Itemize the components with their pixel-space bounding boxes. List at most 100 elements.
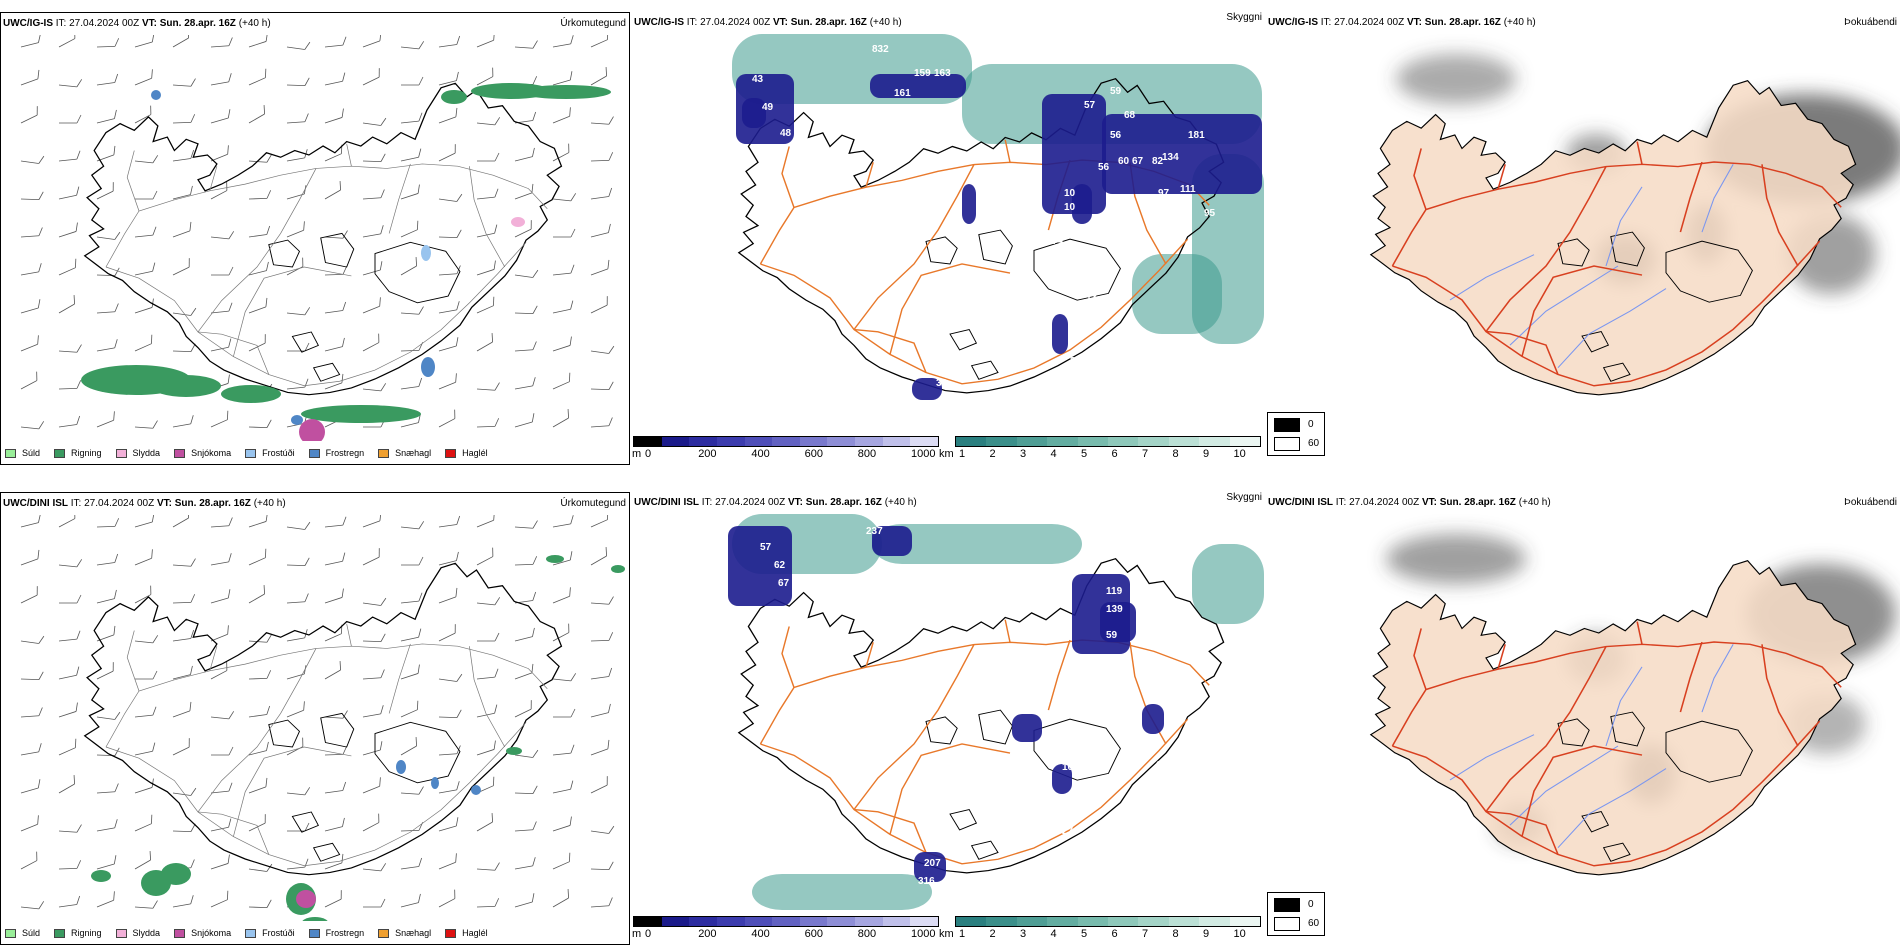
wind-barb xyxy=(514,183,534,200)
colorbar-tick: 2 xyxy=(989,928,996,940)
fog-key: 0 60 xyxy=(1267,892,1325,936)
wind-barb xyxy=(362,813,380,832)
colorbar-cell xyxy=(1108,437,1139,446)
wind-barb xyxy=(96,411,115,428)
precip-area xyxy=(441,90,467,104)
wind-barb xyxy=(476,668,499,680)
wind-barb xyxy=(362,297,381,314)
wind-barb xyxy=(514,111,537,124)
wind-barb xyxy=(96,662,114,680)
wind-barb xyxy=(134,298,154,314)
wind-barb xyxy=(58,515,76,528)
low-cloud-area xyxy=(914,852,946,882)
wind-barb xyxy=(514,220,532,238)
colorbar-tick: 1 xyxy=(959,448,966,460)
init-time-label: IT: xyxy=(701,497,713,508)
wind-barb xyxy=(20,69,40,86)
precip-type-panel: UWC/DINI ISL IT: 27.04.2024 00Z VT: Sun.… xyxy=(0,492,630,945)
model-name: UWC/IG-IS xyxy=(3,18,53,29)
cloud-base-label: 161 xyxy=(894,88,911,99)
wind-barb xyxy=(400,377,423,390)
wind-barb xyxy=(438,337,459,352)
wind-barb xyxy=(324,373,344,390)
wind-barb xyxy=(438,409,456,428)
cloud-base-label: 31 xyxy=(1070,356,1082,367)
wind-barb xyxy=(287,342,310,352)
wind-barb xyxy=(286,221,305,238)
wind-barb xyxy=(20,707,43,718)
wind-barb xyxy=(476,382,500,391)
wind-barb xyxy=(58,222,78,238)
wind-barb xyxy=(400,893,421,908)
precip-area xyxy=(396,760,406,774)
low-cloud-area xyxy=(1142,704,1164,734)
colorbar-tick: 7 xyxy=(1142,448,1149,460)
wind-barb xyxy=(438,551,459,566)
wind-barb xyxy=(362,863,387,872)
wind-barb xyxy=(438,709,462,719)
cloud-base-colorbar: m 0 200 400 600 800 1000 xyxy=(632,916,939,940)
wind-barb xyxy=(134,515,155,528)
wind-barb xyxy=(58,35,76,48)
wind-barb xyxy=(514,40,538,49)
wind-barb xyxy=(210,231,235,240)
wind-barb xyxy=(20,227,43,238)
colorbar-cell xyxy=(689,437,717,446)
wind-barb xyxy=(134,778,154,794)
precip-area xyxy=(546,555,564,563)
wind-barb xyxy=(590,897,613,908)
colorbar-cell xyxy=(956,917,987,926)
model-name: UWC/IG-IS xyxy=(634,17,684,28)
cloud-base-label: 59 xyxy=(1106,630,1118,641)
wind-barb xyxy=(248,297,268,314)
wind-barb xyxy=(58,860,82,870)
wind-barb xyxy=(438,107,458,124)
wind-barb xyxy=(20,35,41,48)
wind-barb xyxy=(134,155,159,164)
low-cloud-area xyxy=(1102,114,1262,194)
wind-barb xyxy=(552,889,569,908)
wind-barb xyxy=(210,661,228,680)
wind-barb xyxy=(362,515,382,528)
wind-barb xyxy=(590,596,614,605)
wind-barb xyxy=(590,667,613,680)
wind-barb xyxy=(58,630,81,642)
wind-barb xyxy=(210,338,232,352)
wind-barb xyxy=(438,35,461,48)
legend-swatch xyxy=(378,448,390,458)
colorbar-cell xyxy=(799,437,828,446)
visibility-colorbar: km 1 2 3 4 5 6 7 8 9 10 xyxy=(939,436,1261,460)
wind-barb xyxy=(134,549,153,566)
wind-barb xyxy=(438,515,461,528)
wind-barb xyxy=(514,305,538,315)
wind-barb xyxy=(20,371,38,390)
legend-label: Snæhagl xyxy=(395,928,432,938)
wind-barb xyxy=(476,898,500,908)
wind-barb xyxy=(514,893,535,908)
wind-barb xyxy=(172,665,193,680)
colorbar-cell xyxy=(772,917,800,926)
precip-legend: Súld Rigning Slydda Snjókoma Frostúði Frostre… xyxy=(5,446,502,460)
wind-barb xyxy=(590,417,613,428)
colorbar-cell xyxy=(744,437,773,446)
wind-barb xyxy=(134,706,157,718)
wind-barb xyxy=(58,702,78,718)
wind-barb xyxy=(476,597,501,606)
init-time: 27.04.2024 00Z xyxy=(1334,17,1405,28)
colorbar-unit: km xyxy=(939,928,954,940)
wind-barb xyxy=(96,109,117,124)
colorbar-cell xyxy=(1168,917,1200,926)
wind-barb xyxy=(590,187,613,200)
cloud-base-label: 13 xyxy=(1086,292,1098,303)
low-cloud-area xyxy=(1100,602,1136,642)
wind-barb xyxy=(324,108,344,124)
wind-barb xyxy=(400,112,423,124)
wind-barb xyxy=(58,666,80,680)
wind-barb xyxy=(210,854,230,870)
legend-label: Súld xyxy=(22,448,41,458)
wind-barb xyxy=(438,373,457,390)
legend-item-1: Rigning xyxy=(54,928,102,938)
wind-barb xyxy=(134,334,153,352)
valid-time: Sun. 28.apr. 16Z xyxy=(1439,497,1516,508)
model-name: UWC/IG-IS xyxy=(1268,17,1318,28)
